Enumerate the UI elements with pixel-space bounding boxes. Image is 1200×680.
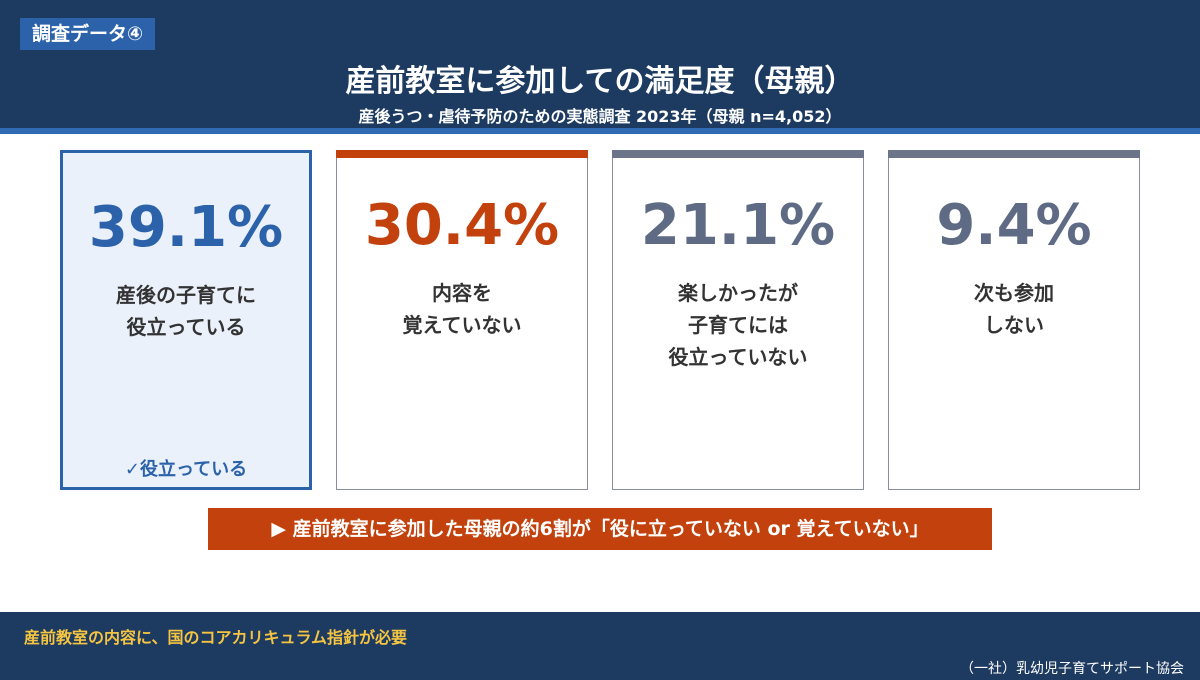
title: 産前教室に参加しての満足度（母親） bbox=[345, 64, 855, 99]
banner: ▶ 産前教室に参加した母親の約6割が「役に立っていない or 覚えていない」 bbox=[208, 508, 992, 550]
card: 9.4% 次も参加しない bbox=[888, 150, 1140, 490]
label-line: 役立っていない bbox=[668, 345, 808, 369]
card: 21.1% 楽しかったが 子育てには役立っていない bbox=[612, 150, 864, 490]
label-line: 役立っている bbox=[126, 315, 246, 339]
card-label: 楽しかったが 子育てには役立っていない bbox=[613, 277, 863, 373]
card-value: 21.1% bbox=[640, 193, 836, 258]
card-note: ✓役立っている bbox=[124, 459, 248, 480]
card-value: 39.1% bbox=[88, 195, 284, 260]
card-top-bar bbox=[888, 150, 1140, 158]
tag: 調査データ④ bbox=[20, 18, 156, 50]
label-line: 子育てには bbox=[688, 313, 788, 337]
card-value: 9.4% bbox=[936, 193, 1092, 258]
label-line: 産後の子育てに bbox=[116, 283, 256, 307]
card: 30.4% 内容を覚えていない bbox=[336, 150, 588, 490]
credit: （一社）乳幼児子育てサポート協会 bbox=[960, 661, 1184, 677]
label-line: しない bbox=[984, 313, 1044, 337]
label-line: 覚えていない bbox=[402, 313, 522, 337]
card-top-bar bbox=[612, 150, 864, 158]
card: 39.1% 産後の子育てに 役立っている ✓役立っている bbox=[60, 150, 312, 490]
footer: 産前教室の内容に、国のコアカリキュラム指針が必要 （一社）乳幼児子育てサポート協… bbox=[0, 612, 1200, 680]
card-label: 次も参加 しない bbox=[889, 277, 1139, 341]
card-top-bar bbox=[336, 150, 588, 158]
subtitle: 産後うつ・虐待予防のための実態調査 2023年（母親 n=4,052） bbox=[358, 107, 842, 126]
label-line: 楽しかったが bbox=[678, 281, 798, 305]
card-label: 産後の子育てに 役立っている bbox=[63, 279, 309, 343]
card-label: 内容を 覚えていない bbox=[337, 277, 587, 341]
label-line: 次も参加 bbox=[974, 281, 1054, 305]
header: 調査データ④ 産前教室に参加しての満足度（母親） 産後うつ・虐待予防のための実態… bbox=[0, 0, 1200, 134]
label-line: 内容を bbox=[432, 281, 492, 305]
footer-message: 産前教室の内容に、国のコアカリキュラム指針が必要 bbox=[24, 628, 408, 647]
card-value: 30.4% bbox=[364, 193, 560, 258]
